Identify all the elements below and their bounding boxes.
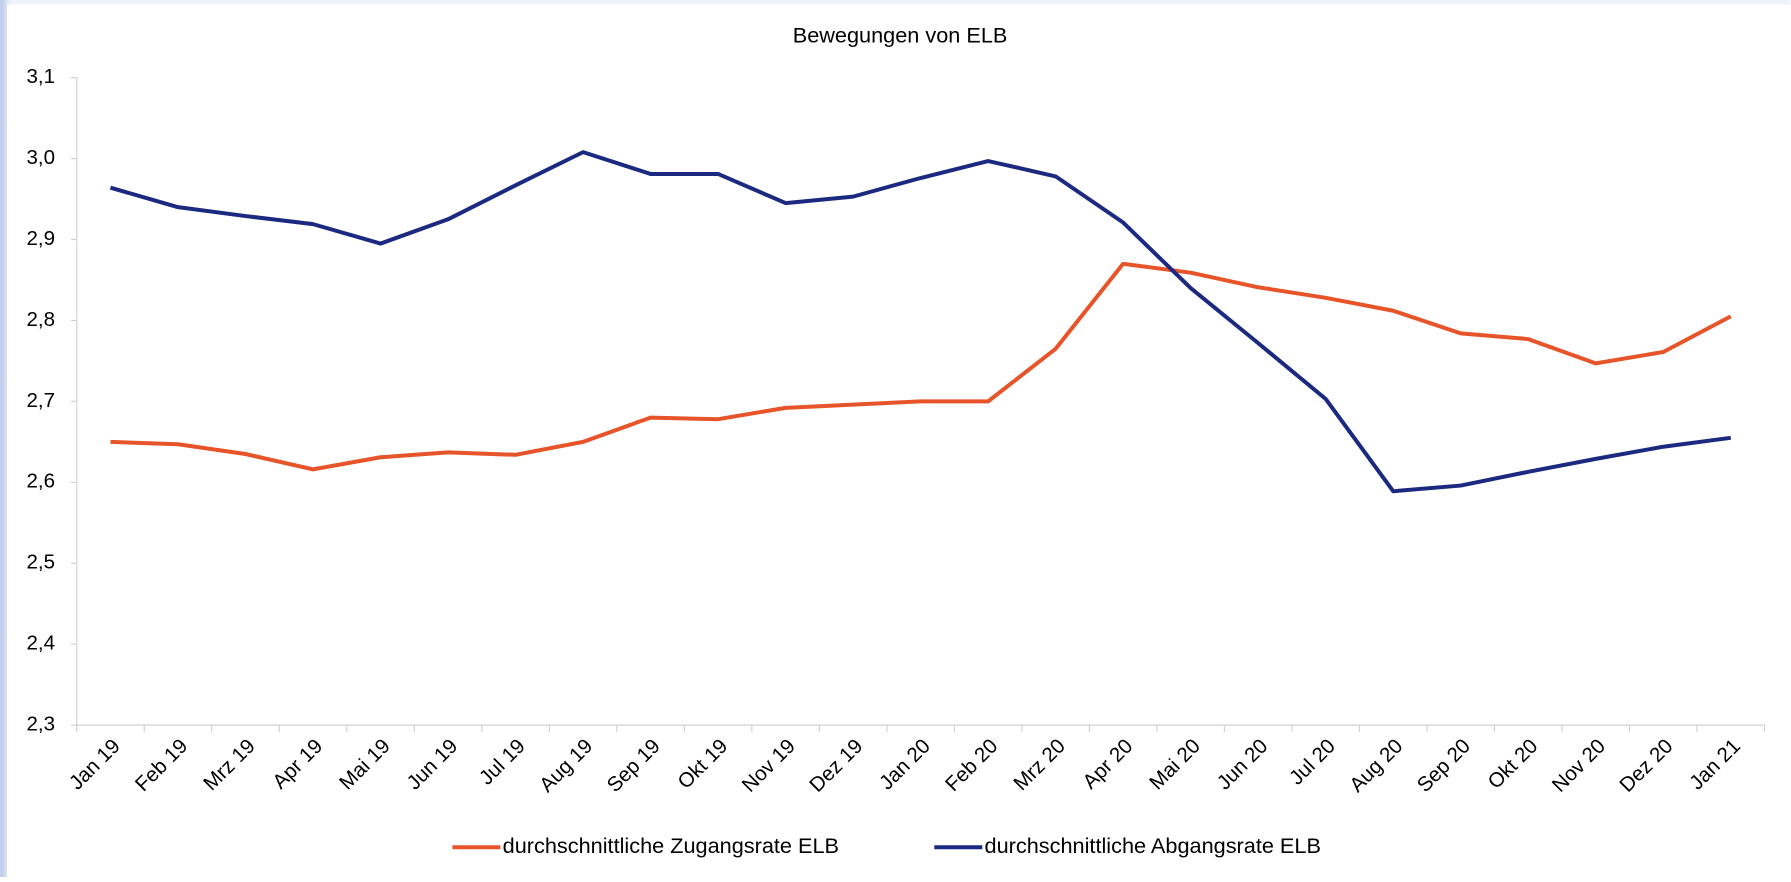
y-tick-label: 2,3 [26,713,55,736]
series-line [109,150,1732,494]
y-tick-label: 3,0 [26,146,55,169]
y-tick-label: 2,5 [26,551,55,574]
series-line [110,261,1732,472]
y-tick-label: 2,6 [26,470,55,493]
legend-label: durchschnittliche Abgangsrate ELB [985,833,1321,858]
chart-title: Bewegungen von ELB [793,22,1008,47]
frame-edge [0,0,11,877]
legend-label: durchschnittliche Zugangsrate ELB [503,833,839,858]
y-tick-label: 3,1 [26,65,55,88]
y-tick-label: 2,9 [26,227,55,250]
y-tick-label: 2,4 [26,632,55,655]
y-tick-label: 2,8 [26,308,55,331]
y-tick-label: 2,7 [26,389,55,412]
chart-area [7,4,1791,878]
